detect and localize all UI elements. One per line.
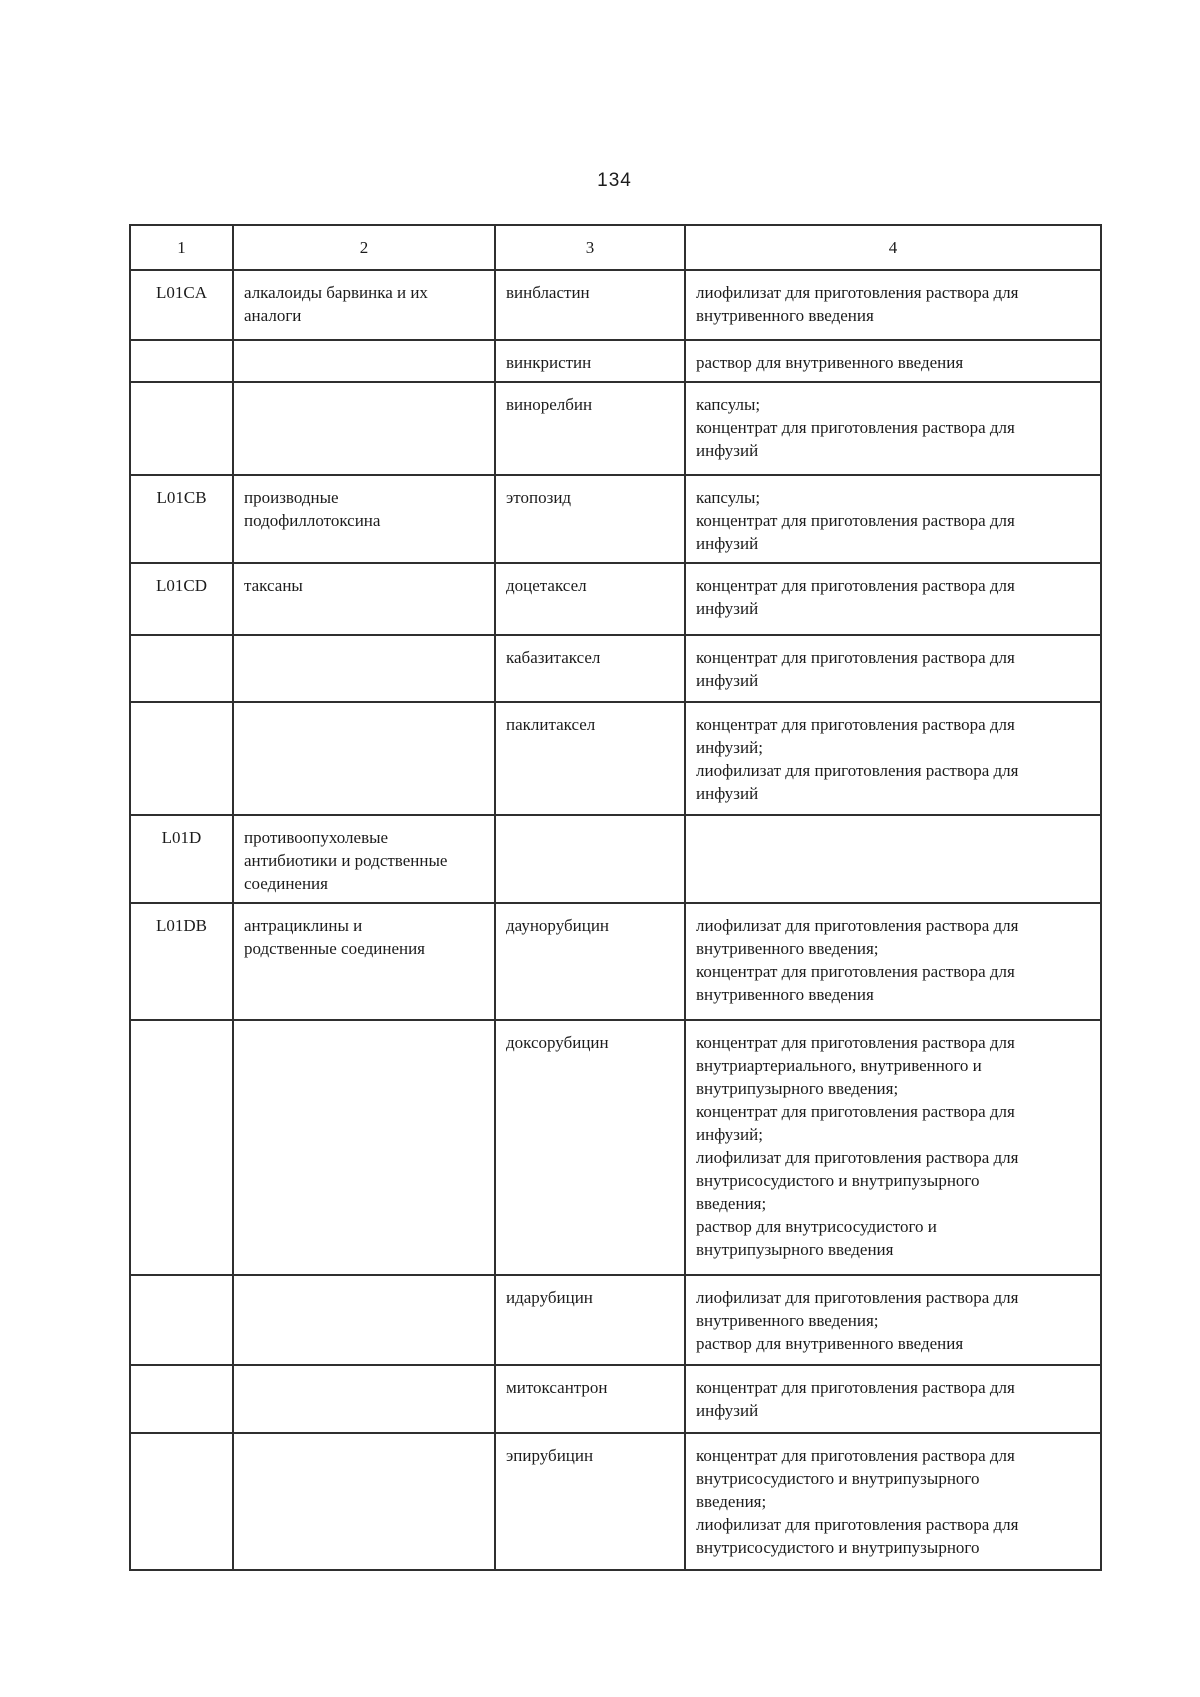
cell-code	[129, 339, 234, 383]
cell-drug: эпирубицин	[494, 1432, 686, 1571]
cell-drug: винбластин	[494, 269, 686, 341]
header-row: 1 2 3 4	[129, 224, 1102, 271]
cell-group: противоопухолевые антибиотики и родствен…	[232, 814, 496, 904]
column-header-2: 2	[232, 224, 496, 271]
cell-drug: кабазитаксел	[494, 634, 686, 703]
cell-group	[232, 381, 496, 476]
cell-group	[232, 1019, 496, 1276]
cell-group	[232, 339, 496, 383]
cell-forms: лиофилизат для приготовления раствора дл…	[684, 1274, 1102, 1366]
cell-drug: идарубицин	[494, 1274, 686, 1366]
cell-code: L01DB	[129, 902, 234, 1021]
cell-forms: капсулы; концентрат для приготовления ра…	[684, 474, 1102, 564]
cell-forms: концентрат для приготовления раствора дл…	[684, 1432, 1102, 1571]
cell-code	[129, 1274, 234, 1366]
table-row: L01CD таксаны доцетаксел концентрат для …	[129, 562, 1102, 636]
cell-forms: концентрат для приготовления раствора дл…	[684, 562, 1102, 636]
cell-code	[129, 701, 234, 816]
cell-code	[129, 634, 234, 703]
cell-forms	[684, 814, 1102, 904]
table-row: L01CA алкалоиды барвинка и их аналоги ви…	[129, 269, 1102, 341]
cell-group	[232, 634, 496, 703]
page-number: 134	[597, 170, 632, 191]
cell-forms: лиофилизат для приготовления раствора дл…	[684, 902, 1102, 1021]
column-header-1: 1	[129, 224, 234, 271]
table-row: винкристин раствор для внутривенного вве…	[129, 339, 1102, 383]
cell-group: антрациклины и родственные соединения	[232, 902, 496, 1021]
cell-drug: паклитаксел	[494, 701, 686, 816]
table-row: эпирубицин концентрат для приготовления …	[129, 1432, 1102, 1571]
cell-forms: капсулы; концентрат для приготовления ра…	[684, 381, 1102, 476]
cell-group	[232, 1274, 496, 1366]
cell-drug: даунорубицин	[494, 902, 686, 1021]
table-row: L01DB антрациклины и родственные соедине…	[129, 902, 1102, 1021]
table-row: винорелбин капсулы; концентрат для приго…	[129, 381, 1102, 476]
cell-forms: концентрат для приготовления раствора дл…	[684, 1019, 1102, 1276]
cell-code	[129, 381, 234, 476]
cell-forms: концентрат для приготовления раствора дл…	[684, 701, 1102, 816]
table-row: доксорубицин концентрат для приготовлени…	[129, 1019, 1102, 1276]
cell-drug: винкристин	[494, 339, 686, 383]
cell-forms: концентрат для приготовления раствора дл…	[684, 1364, 1102, 1434]
cell-forms: лиофилизат для приготовления раствора дл…	[684, 269, 1102, 341]
table-row: идарубицин лиофилизат для приготовления …	[129, 1274, 1102, 1366]
cell-forms: раствор для внутривенного введения	[684, 339, 1102, 383]
cell-code	[129, 1432, 234, 1571]
cell-drug: этопозид	[494, 474, 686, 564]
cell-group: алкалоиды барвинка и их аналоги	[232, 269, 496, 341]
cell-group: таксаны	[232, 562, 496, 636]
cell-drug: доксорубицин	[494, 1019, 686, 1276]
cell-drug: митоксантрон	[494, 1364, 686, 1434]
cell-drug: винорелбин	[494, 381, 686, 476]
table-row: кабазитаксел концентрат для приготовлени…	[129, 634, 1102, 703]
column-header-3: 3	[494, 224, 686, 271]
cell-group	[232, 701, 496, 816]
cell-code: L01CD	[129, 562, 234, 636]
cell-group	[232, 1432, 496, 1571]
cell-forms: концентрат для приготовления раствора дл…	[684, 634, 1102, 703]
cell-group	[232, 1364, 496, 1434]
table-row: L01CB производные подофиллотоксина этопо…	[129, 474, 1102, 564]
table-row: L01D противоопухолевые антибиотики и род…	[129, 814, 1102, 904]
table-row: митоксантрон концентрат для приготовлени…	[129, 1364, 1102, 1434]
atc-classification-table: 1 2 3 4 L01CA алкалоиды барвинка и их ан…	[129, 224, 1102, 1571]
cell-code: L01D	[129, 814, 234, 904]
cell-drug: доцетаксел	[494, 562, 686, 636]
table-row: паклитаксел концентрат для приготовления…	[129, 701, 1102, 816]
cell-code	[129, 1364, 234, 1434]
cell-code: L01CB	[129, 474, 234, 564]
cell-code	[129, 1019, 234, 1276]
cell-group: производные подофиллотоксина	[232, 474, 496, 564]
cell-drug	[494, 814, 686, 904]
cell-code: L01CA	[129, 269, 234, 341]
column-header-4: 4	[684, 224, 1102, 271]
